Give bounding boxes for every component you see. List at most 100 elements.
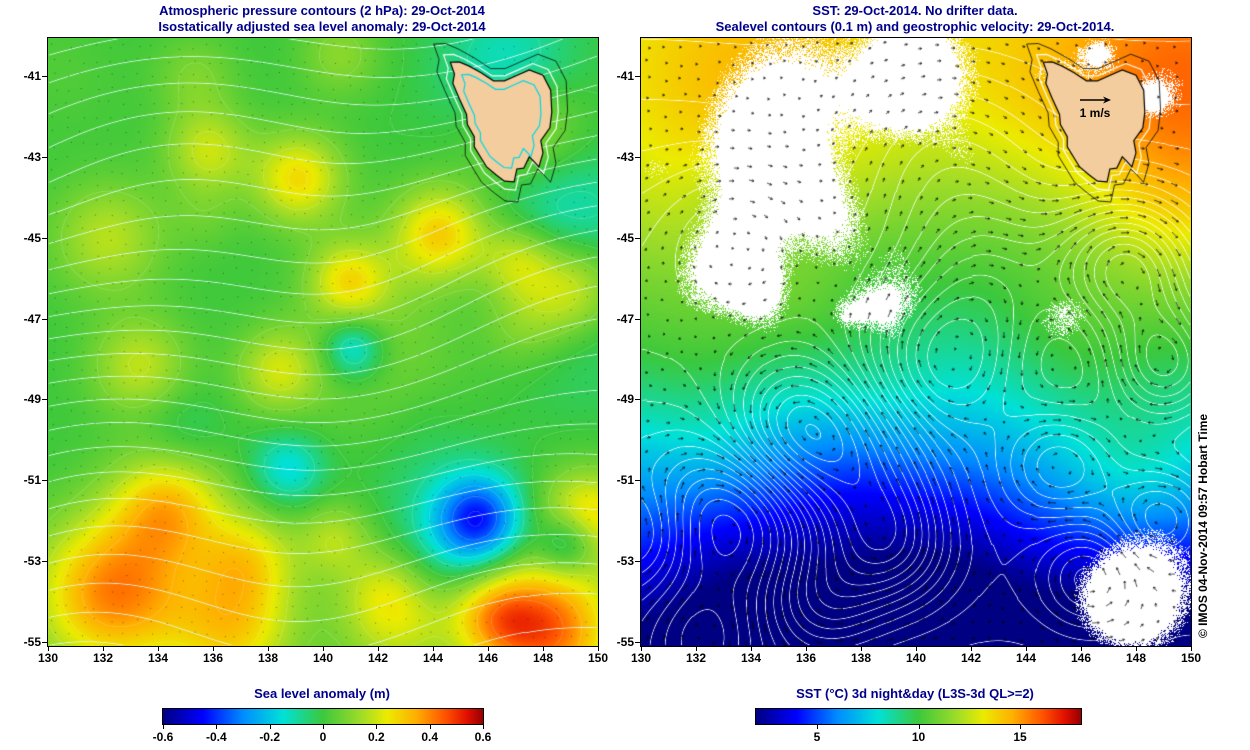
y-tick-label: -55 xyxy=(23,634,41,649)
x-tick-mark xyxy=(433,647,434,651)
x-tick-mark xyxy=(916,647,917,651)
x-tick-label: 138 xyxy=(850,651,872,665)
y-tick-label: -49 xyxy=(616,392,634,407)
y-tick-label: -53 xyxy=(23,554,41,569)
x-tick-mark xyxy=(268,647,269,651)
sst-map-canvas xyxy=(641,38,1191,646)
x-tick-label: 136 xyxy=(202,651,224,665)
y-tick-mark xyxy=(42,237,47,239)
left-panel-title-line1: Atmospheric pressure contours (2 hPa): 2… xyxy=(159,3,485,18)
x-tick-label: 130 xyxy=(37,651,59,665)
colorbar-tick-label: -0.6 xyxy=(152,730,174,744)
y-tick-mark xyxy=(635,641,640,643)
x-tick-mark xyxy=(598,647,599,651)
x-tick-label: 148 xyxy=(1125,651,1147,665)
sea-level-anomaly-map-canvas xyxy=(48,38,598,646)
y-tick-mark xyxy=(42,156,47,158)
y-tick-label: -51 xyxy=(23,473,41,488)
y-tick-label: -51 xyxy=(616,473,634,488)
y-tick-label: -43 xyxy=(23,149,41,164)
x-tick-label: 148 xyxy=(532,651,554,665)
y-tick-mark xyxy=(42,641,47,643)
x-tick-label: 150 xyxy=(1180,651,1202,665)
x-tick-mark xyxy=(1026,647,1027,651)
y-tick-mark xyxy=(42,318,47,320)
x-tick-mark xyxy=(543,647,544,651)
x-tick-label: 146 xyxy=(477,651,499,665)
velocity-scale-label: 1 m/s xyxy=(1079,106,1111,120)
sea-level-anomaly-colorbar xyxy=(162,708,484,725)
x-tick-label: 140 xyxy=(312,651,334,665)
y-tick-mark xyxy=(635,237,640,239)
sea-level-anomaly-plot xyxy=(47,37,599,647)
colorbar-tick-mark xyxy=(918,725,920,729)
x-tick-mark xyxy=(488,647,489,651)
y-tick-label: -53 xyxy=(616,554,634,569)
x-tick-mark xyxy=(213,647,214,651)
x-tick-mark xyxy=(1081,647,1082,651)
x-tick-label: 130 xyxy=(630,651,652,665)
colorbar-tick-mark xyxy=(323,725,324,729)
x-tick-mark xyxy=(1191,647,1192,651)
y-tick-label: -41 xyxy=(23,69,41,83)
y-tick-label: -43 xyxy=(616,149,634,164)
colorbar-tick-mark xyxy=(269,725,271,729)
colorbar-tick-mark xyxy=(483,725,484,729)
x-tick-mark xyxy=(971,647,972,651)
y-tick-mark xyxy=(635,76,640,77)
colorbar-tick-label: 0.4 xyxy=(421,730,438,744)
x-tick-label: 132 xyxy=(685,651,707,665)
x-tick-label: 146 xyxy=(1070,651,1092,665)
x-tick-label: 134 xyxy=(147,651,169,665)
colorbar-tick-mark xyxy=(216,725,218,729)
y-tick-mark xyxy=(42,561,47,563)
x-tick-mark xyxy=(103,647,104,651)
y-tick-mark xyxy=(42,76,47,77)
y-tick-mark xyxy=(42,399,47,401)
y-tick-mark xyxy=(635,399,640,401)
x-tick-label: 134 xyxy=(740,651,762,665)
left-colorbar-label: Sea level anomaly (m) xyxy=(254,686,390,701)
x-tick-label: 144 xyxy=(422,651,444,665)
x-tick-label: 142 xyxy=(960,651,982,665)
right-panel-title-line1: SST: 29-Oct-2014. No drifter data. xyxy=(812,3,1018,18)
right-colorbar-label: SST (°C) 3d night&day (L3S-3d QL>=2) xyxy=(796,686,1034,701)
y-tick-label: -45 xyxy=(23,230,41,245)
x-tick-mark xyxy=(323,647,324,651)
x-tick-label: 142 xyxy=(367,651,389,665)
colorbar-tick-mark xyxy=(163,725,164,729)
colorbar-tick-label: -0.4 xyxy=(205,730,227,744)
colorbar-tick-label: -0.2 xyxy=(259,730,280,744)
sst-plot xyxy=(640,37,1192,647)
x-tick-mark xyxy=(378,647,379,651)
x-tick-label: 140 xyxy=(905,651,927,665)
colorbar-tick-label: 10 xyxy=(911,730,926,744)
y-tick-mark xyxy=(42,480,47,482)
x-tick-mark xyxy=(1136,647,1137,651)
y-tick-mark xyxy=(635,156,640,158)
colorbar-tick-label: 5 xyxy=(813,730,821,744)
colorbar-tick-mark xyxy=(816,725,818,729)
right-panel-title-line2: Sealevel contours (0.1 m) and geostrophi… xyxy=(715,19,1115,34)
y-tick-mark xyxy=(635,480,640,482)
x-tick-label: 150 xyxy=(587,651,609,665)
colorbar-tick-label: 0.2 xyxy=(367,730,385,744)
y-tick-mark xyxy=(635,561,640,563)
y-tick-label: -55 xyxy=(616,634,634,649)
x-tick-mark xyxy=(48,647,49,651)
velocity-scale-arrow-icon xyxy=(1080,96,1111,104)
colorbar-tick-mark xyxy=(429,725,431,729)
x-tick-label: 144 xyxy=(1015,651,1037,665)
y-tick-label: -47 xyxy=(23,311,41,326)
x-tick-mark xyxy=(641,647,642,651)
x-tick-mark xyxy=(158,647,159,651)
sst-colorbar xyxy=(755,708,1082,725)
y-tick-label: -49 xyxy=(23,392,41,407)
y-tick-label: -47 xyxy=(616,311,634,326)
y-tick-label: -45 xyxy=(616,230,634,245)
colorbar-tick-label: 0 xyxy=(319,730,327,744)
imos-watermark: © IMOS 04-Nov-2014 09:57 Hobart Time xyxy=(1196,413,1210,638)
x-tick-label: 132 xyxy=(92,651,114,665)
y-tick-mark xyxy=(635,318,640,320)
